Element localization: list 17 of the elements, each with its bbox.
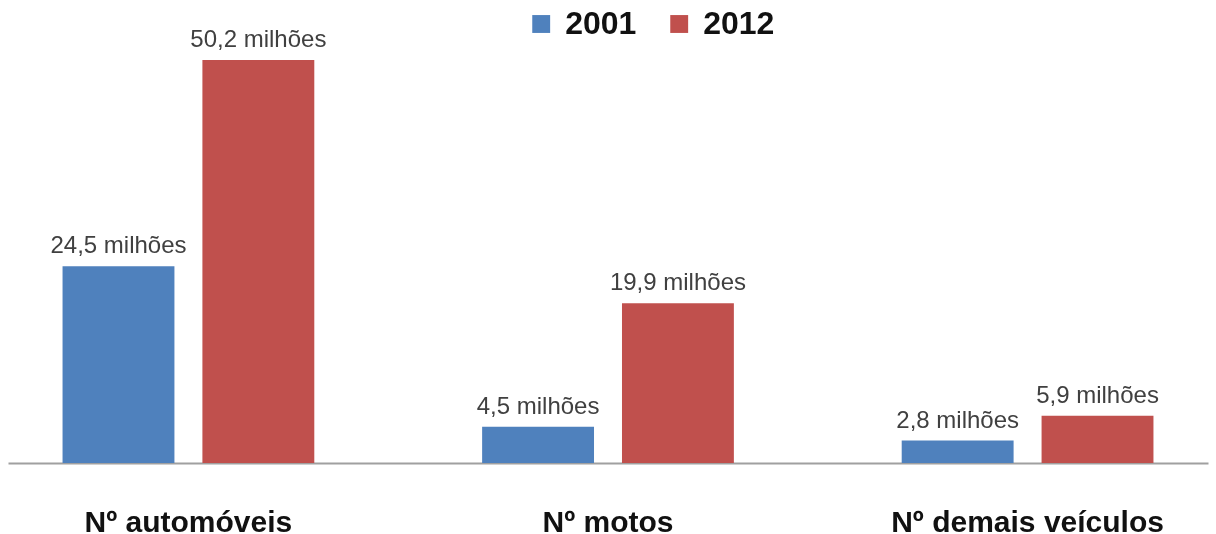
- data-label: 5,9 milhões: [1036, 380, 1159, 408]
- data-label: 19,9 milhões: [609, 268, 746, 296]
- bar: [482, 426, 595, 463]
- legend-label: 2012: [703, 5, 775, 41]
- data-label: 2,8 milhões: [896, 405, 1020, 433]
- legend-label: 2001: [565, 5, 637, 41]
- bar: [202, 60, 315, 463]
- bar: [901, 440, 1014, 463]
- bar: [1041, 415, 1154, 463]
- x-tick-label: Nº automóveis: [84, 504, 293, 534]
- bar: [62, 266, 175, 463]
- bar: [621, 303, 734, 463]
- data-label: 4,5 milhões: [476, 391, 600, 419]
- data-label: 24,5 milhões: [50, 231, 187, 259]
- x-tick-label: Nº demais veículos: [891, 504, 1164, 534]
- x-tick-label: Nº motos: [542, 504, 674, 534]
- data-label: 50,2 milhões: [190, 25, 327, 52]
